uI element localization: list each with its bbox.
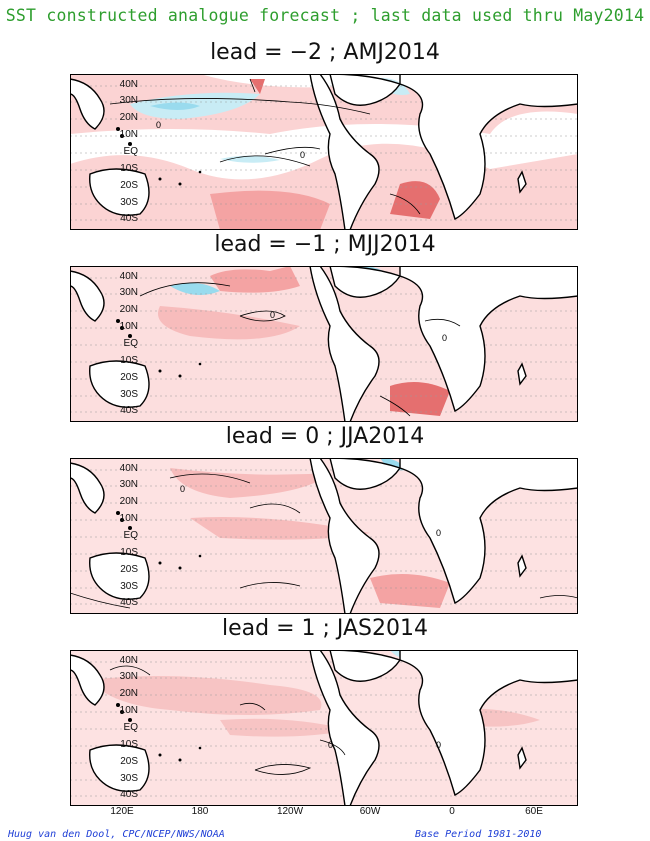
y-tick-label: 20S (120, 564, 138, 575)
panel-1-title: lead = −2 ; AMJ2014 (210, 40, 440, 65)
base-period-note: Base Period 1981-2010 (415, 829, 542, 840)
panel-4-title: lead = 1 ; JAS2014 (221, 616, 428, 641)
map-panel-3: 0 0 (70, 458, 578, 614)
y-tick-label: 10S (120, 739, 138, 750)
contour-zero-label: 0 (270, 310, 275, 320)
y-tick-label: 20N (119, 688, 138, 699)
y-tick-label: EQ (123, 338, 138, 349)
y-tick-label: 10N (119, 129, 138, 140)
y-tick-label: 40N (119, 271, 138, 282)
y-tick-label: 30N (119, 95, 138, 106)
y-tick-label: 30S (120, 581, 138, 592)
y-tick-label: 40S (120, 405, 138, 416)
map-panel-4-svg: 0 0 (70, 650, 578, 806)
y-tick-label: 20N (119, 496, 138, 507)
x-tick-label: 120E (110, 806, 134, 817)
panel-2-title: lead = −1 ; MJJ2014 (214, 232, 436, 257)
x-tick-label: 60W (359, 806, 381, 817)
y-tick-label: 20S (120, 180, 138, 191)
map-panel-1: 0 0 (70, 74, 578, 230)
y-tick-label: 20N (119, 112, 138, 123)
contour-zero-label: 0 (436, 528, 441, 538)
contour-zero-label: 0 (442, 333, 447, 343)
y-tick-label: 40N (119, 655, 138, 666)
y-tick-label: EQ (123, 530, 138, 541)
map-panel-4: 0 0 (70, 650, 578, 806)
y-tick-label: 30N (119, 287, 138, 298)
y-tick-label: 20N (119, 304, 138, 315)
y-tick-label: 30S (120, 773, 138, 784)
y-tick-label: 40S (120, 597, 138, 608)
y-tick-label: 10S (120, 547, 138, 558)
y-tick-label: 10S (120, 355, 138, 366)
contour-zero-label: 0 (436, 740, 441, 750)
map-panel-3-svg: 0 0 (70, 458, 578, 614)
x-tick-label: 180 (191, 806, 209, 817)
author-credit: Huug van den Dool, CPC/NCEP/NWS/NOAA (8, 829, 225, 840)
map-panel-2-svg: 0 0 (70, 266, 578, 422)
panel-3-title: lead = 0 ; JJA2014 (225, 424, 425, 449)
y-tick-label: EQ (123, 146, 138, 157)
y-tick-label: 30N (119, 479, 138, 490)
y-tick-label: 10N (119, 513, 138, 524)
map-panel-2: 0 0 (70, 266, 578, 422)
contour-zero-label: 0 (180, 484, 185, 494)
contour-zero-label: 0 (156, 120, 161, 130)
figure-title: SST constructed analogue forecast ; last… (5, 6, 645, 25)
y-tick-label: 40N (119, 463, 138, 474)
map-panel-1-svg: 0 0 (70, 74, 578, 230)
y-tick-label: 20S (120, 372, 138, 383)
y-tick-label: 20S (120, 756, 138, 767)
y-tick-label: 40S (120, 789, 138, 800)
y-tick-label: 10S (120, 163, 138, 174)
contour-zero-label: 0 (300, 150, 305, 160)
x-tick-label: 60E (525, 806, 543, 817)
contour-zero-label: 0 (328, 740, 333, 750)
y-tick-label: 30N (119, 671, 138, 682)
y-tick-label: 30S (120, 389, 138, 400)
y-tick-label: 10N (119, 705, 138, 716)
y-tick-label: 10N (119, 321, 138, 332)
x-tick-label: 0 (449, 806, 455, 817)
y-tick-label: 40N (119, 79, 138, 90)
y-tick-label: 30S (120, 197, 138, 208)
y-tick-label: EQ (123, 722, 138, 733)
y-tick-label: 40S (120, 213, 138, 224)
x-tick-label: 120W (276, 806, 304, 817)
